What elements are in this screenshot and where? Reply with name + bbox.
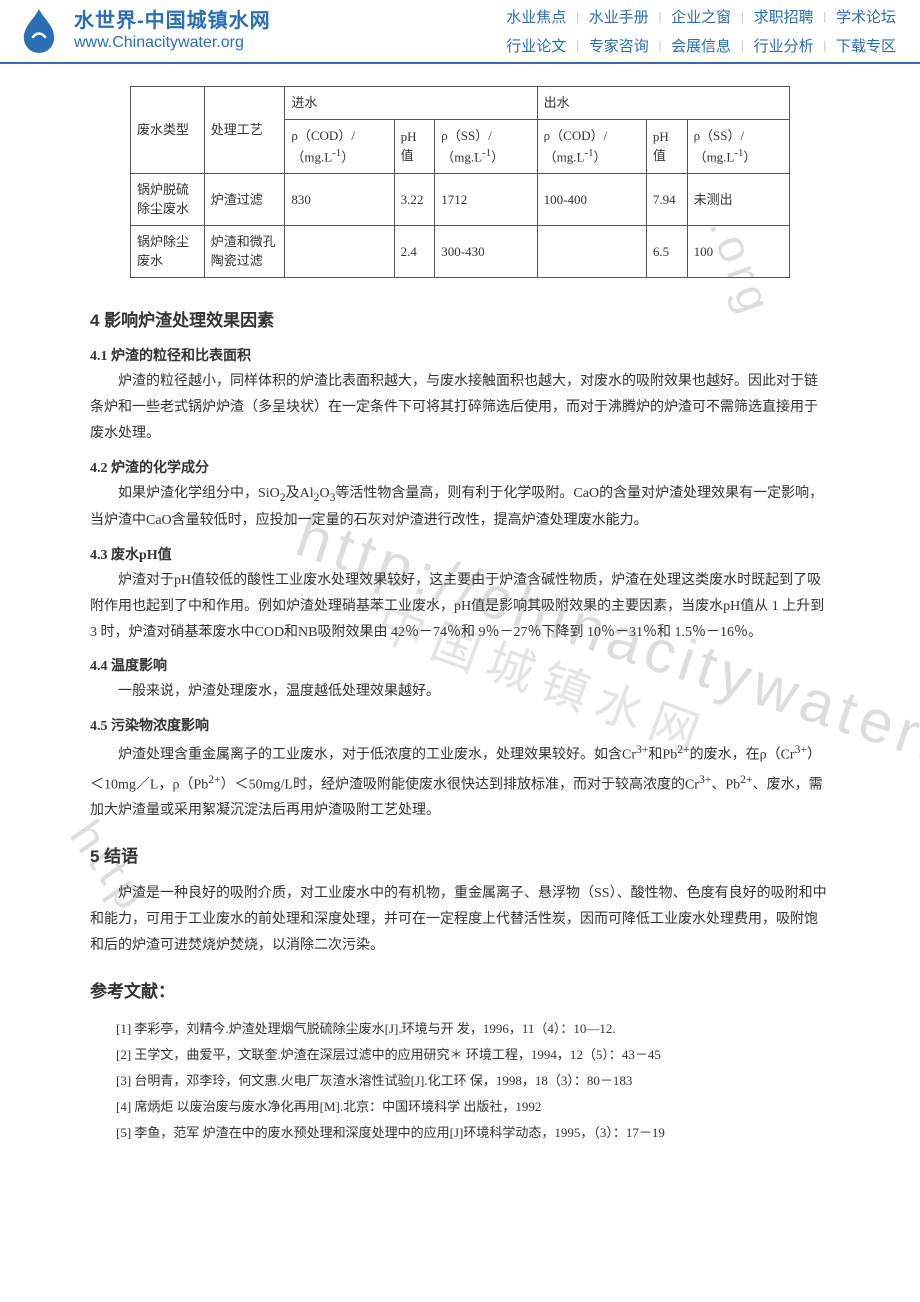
table-body: 锅炉脱硫除尘废水炉渣过滤8303.221712100-4007.94未测出锅炉除… [131, 173, 790, 277]
table-cell: 300-430 [435, 225, 537, 277]
table-row: 锅炉脱硫除尘废水炉渣过滤8303.221712100-4007.94未测出 [131, 173, 790, 225]
refs-title: 参考文献： [90, 977, 830, 1002]
nav-link[interactable]: 水业焦点 [506, 6, 566, 27]
section-4-1-p: 炉渣的粒径越小，同样体积的炉渣比表面积越大，与废水接触面积也越大，对废水的吸附效… [90, 369, 830, 447]
table-cell [285, 225, 394, 277]
nav-row-1: 水业焦点 | 水业手册 | 企业之窗 | 求职招聘 | 学术论坛 [502, 6, 900, 27]
results-table: 废水类型 处理工艺 进水 出水 ρ（COD）/（mg.L-1） pH 值 ρ（S… [130, 86, 790, 278]
table-cell: 6.5 [646, 225, 687, 277]
logo-title-en: www.Chinacitywater.org [74, 33, 271, 52]
table-cell: 3.22 [394, 173, 435, 225]
ref-item: [4] 席炳炬 以废治废与废水净化再用[M].北京：中国环境科学 出版社，199… [90, 1094, 830, 1120]
logo-block: 水世界-中国城镇水网 www.Chinacitywater.org [12, 0, 271, 62]
th-out-ss: ρ（SS）/（mg.L-1） [687, 119, 789, 173]
nav-link[interactable]: 水业手册 [589, 6, 649, 27]
table-cell: 锅炉除尘废水 [131, 225, 205, 277]
ref-item: [2] 王学文，曲爱平，文联奎.炉渣在深层过滤中的应用研究＊ 环境工程，1994… [90, 1042, 830, 1068]
table-cell: 1712 [435, 173, 537, 225]
table-cell: 锅炉脱硫除尘废水 [131, 173, 205, 225]
ref-item: [5] 李鱼，范军 炉渣在中的废水预处理和深度处理中的应用[J]环境科学动态，1… [90, 1120, 830, 1146]
table-cell: 7.94 [646, 173, 687, 225]
nav-link[interactable]: 下载专区 [836, 35, 896, 56]
logo-title-cn: 水世界-中国城镇水网 [74, 9, 271, 33]
nav-separator: | [576, 38, 578, 53]
section-4-2-h: 4.2 炉渣的化学成分 [90, 457, 830, 477]
nav-link[interactable]: 学术论坛 [836, 6, 896, 27]
table-cell: 2.4 [394, 225, 435, 277]
nav-row-2: 行业论文 | 专家咨询 | 会展信息 | 行业分析 | 下载专区 [502, 35, 900, 56]
nav-separator: | [741, 38, 743, 53]
table-cell [537, 225, 646, 277]
th-waste-type: 废水类型 [131, 87, 205, 174]
th-process: 处理工艺 [204, 87, 285, 174]
nav-separator: | [576, 9, 578, 24]
section-5-title: 5 结语 [90, 842, 830, 867]
nav-link[interactable]: 企业之窗 [671, 6, 731, 27]
th-in-cod: ρ（COD）/（mg.L-1） [285, 119, 394, 173]
nav-link[interactable]: 会展信息 [671, 35, 731, 56]
nav-link[interactable]: 行业论文 [506, 35, 566, 56]
page-header: 水世界-中国城镇水网 www.Chinacitywater.org 水业焦点|水… [0, 0, 920, 64]
logo-text: 水世界-中国城镇水网 www.Chinacitywater.org [74, 9, 271, 52]
section-4-5-p: 炉渣处理含重金属离子的工业废水，对于低浓度的工业废水，处理效果较好。如含Cr3+… [90, 739, 830, 824]
section-4-5-h: 4.5 污染物浓度影响 [90, 715, 830, 735]
section-5-p: 炉渣是一种良好的吸附介质，对工业废水中的有机物，重金属离子、悬浮物（SS）、酸性… [90, 881, 830, 959]
page-content: 废水类型 处理工艺 进水 出水 ρ（COD）/（mg.L-1） pH 值 ρ（S… [0, 64, 920, 1186]
logo-icon [12, 4, 66, 58]
table-cell: 830 [285, 173, 394, 225]
nav-separator: | [741, 9, 743, 24]
nav-link[interactable]: 行业分析 [754, 35, 814, 56]
table-cell: 炉渣过滤 [204, 173, 285, 225]
section-4-2-p: 如果炉渣化学组分中，SiO2及Al2O3等活性物含量高，则有利于化学吸附。CaO… [90, 481, 830, 534]
nav-link[interactable]: 专家咨询 [589, 35, 649, 56]
th-in-ph: pH 值 [394, 119, 435, 173]
section-4-3-h: 4.3 废水pH值 [90, 544, 830, 564]
section-4-title: 4 影响炉渣处理效果因素 [90, 306, 830, 331]
nav-separator: | [824, 9, 826, 24]
top-nav: 水业焦点 | 水业手册 | 企业之窗 | 求职招聘 | 学术论坛 行业论文 | 专家咨询 | 会展信息 |… [502, 0, 908, 62]
nav-separator: | [659, 38, 661, 53]
th-in-ss: ρ（SS）/（mg.L-1） [435, 119, 537, 173]
th-group-out: 出水 [537, 87, 789, 120]
table-cell: 炉渣和微孔陶瓷过滤 [204, 225, 285, 277]
nav-separator: | [824, 38, 826, 53]
th-out-cod: ρ（COD）/（mg.L-1） [537, 119, 646, 173]
table-cell: 100 [687, 225, 789, 277]
section-4-4-p: 一般来说，炉渣处理废水，温度越低处理效果越好。 [90, 679, 830, 705]
ref-item: [1] 李彩亭，刘精今.炉渣处理烟气脱硫除尘废水[J].环境与开 发，1996，… [90, 1016, 830, 1042]
nav-separator: | [659, 9, 661, 24]
nav-link[interactable]: 求职招聘 [754, 6, 814, 27]
section-4-3-p: 炉渣对于pH值较低的酸性工业废水处理效果较好，这主要由于炉渣含碱性物质，炉渣在处… [90, 568, 830, 646]
section-4-1-h: 4.1 炉渣的粒径和比表面积 [90, 345, 830, 365]
th-group-in: 进水 [285, 87, 537, 120]
table-cell: 100-400 [537, 173, 646, 225]
section-4-4-h: 4.4 温度影响 [90, 655, 830, 675]
ref-item: [3] 台明青，邓李玲，何文惠.火电厂灰渣水溶性试验[J].化工环 保，1998… [90, 1068, 830, 1094]
th-out-ph: pH 值 [646, 119, 687, 173]
refs-list: [1] 李彩亭，刘精今.炉渣处理烟气脱硫除尘废水[J].环境与开 发，1996，… [90, 1016, 830, 1146]
table-cell: 未测出 [687, 173, 789, 225]
table-row: 锅炉除尘废水炉渣和微孔陶瓷过滤 2.4300-430 6.5100 [131, 225, 790, 277]
